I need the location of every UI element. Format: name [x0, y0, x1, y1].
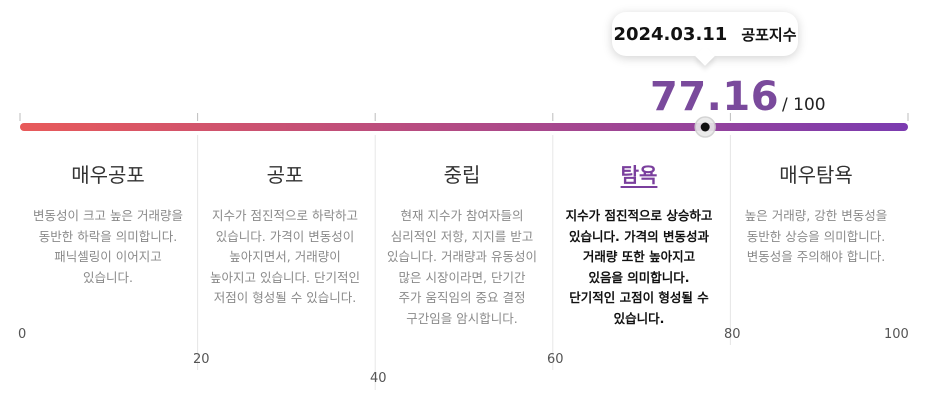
section-title-active[interactable]: 탐욕 [620, 163, 658, 187]
section-title: 공포 [266, 163, 304, 187]
score-marker[interactable] [700, 122, 710, 132]
tooltip-index-label: 공포지수 [741, 25, 797, 44]
date-tooltip: 2024.03.11 공포지수 [612, 12, 798, 56]
section-fear: 공포 지수가 점진적으로 하락하고 있습니다. 가격이 변동성이 높아지면서, … [197, 140, 373, 340]
tick-label-40: 40 [370, 371, 387, 386]
section-neutral: 중립 현재 지수가 참여자들의 심리적인 저항, 지지를 받고 있습니다. 거래… [374, 140, 550, 340]
score-max: / 100 [782, 95, 826, 115]
section-greed: 탐욕 지수가 점진적으로 상승하고 있습니다. 가격의 변동성과 거래량 또한 … [551, 140, 727, 340]
section-description: 높은 거래량, 강한 변동성을 동반한 상승을 의미합니다. 변동성을 주의해야… [744, 208, 888, 264]
score-value: 77.16 [650, 74, 780, 120]
section-extreme-greed: 매우탐욕 높은 거래량, 강한 변동성을 동반한 상승을 의미합니다. 변동성을… [728, 140, 904, 340]
tick-label-100: 100 [884, 327, 909, 342]
section-description: 지수가 점진적으로 하락하고 있습니다. 가격이 변동성이 높아지면서, 거래량… [210, 208, 360, 305]
section-dividers [197, 135, 731, 390]
section-title: 중립 [443, 163, 481, 187]
section-description: 현재 지수가 참여자들의 심리적인 저항, 지지를 받고 있습니다. 거래량과 … [387, 208, 537, 326]
section-description: 변동성이 크고 높은 거래량을 동반한 하락을 의미합니다. 패닉셀링이 이어지… [33, 208, 183, 285]
tick-label-60: 60 [547, 352, 564, 367]
gauge-bar [20, 123, 908, 131]
tick-label-20: 20 [193, 352, 210, 367]
section-extreme-fear: 매우공포 변동성이 크고 높은 거래량을 동반한 하락을 의미합니다. 패닉셀링… [20, 140, 196, 340]
tooltip-date: 2024.03.11 [613, 23, 728, 45]
section-title: 매우탐욕 [779, 163, 853, 187]
tick-label-0: 0 [18, 327, 27, 342]
section-title: 매우공포 [71, 163, 145, 187]
score-readout: 77.16 / 100 [650, 74, 826, 122]
tick-label-80: 80 [724, 327, 741, 342]
section-description-active: 지수가 점진적으로 상승하고 있습니다. 가격의 변동성과 거래량 또한 높아지… [565, 208, 713, 326]
top-tick-marks [19, 113, 909, 121]
